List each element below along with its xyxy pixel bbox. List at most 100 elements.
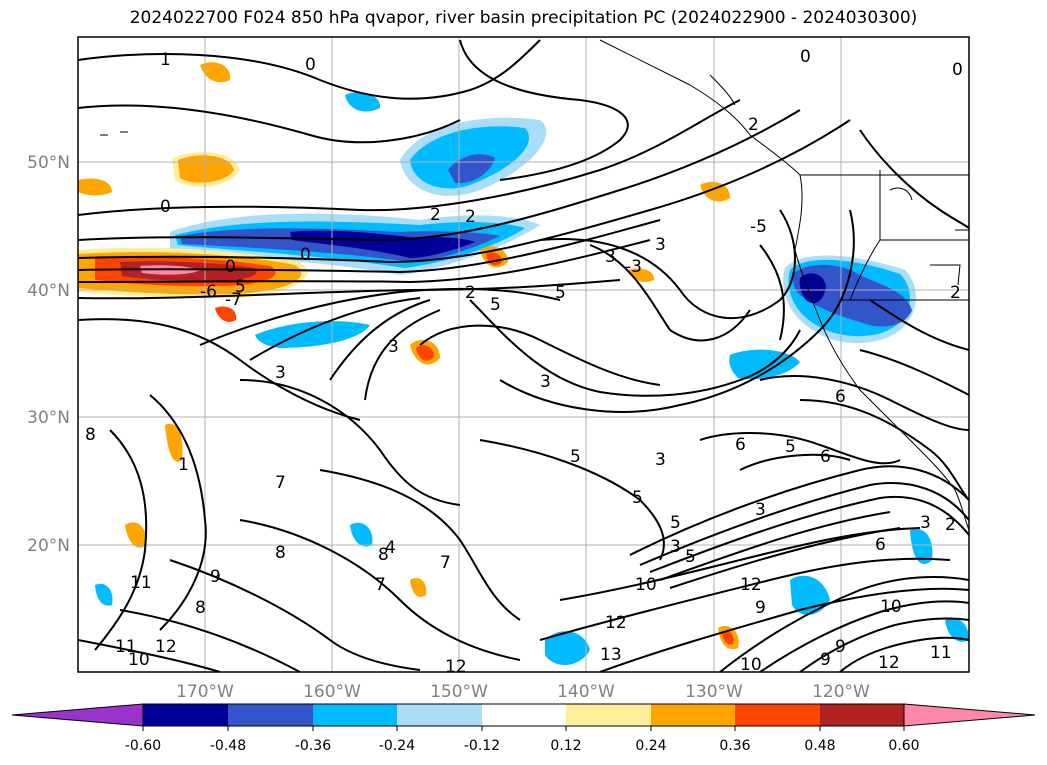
contour-label: 5 <box>235 277 246 297</box>
colorbar-outline <box>142 703 905 727</box>
lon-label: 140°W <box>557 682 615 702</box>
shade-orange-blob11 <box>215 306 237 322</box>
shade-navy-coast <box>799 273 826 304</box>
shade-cyan-low4 <box>945 618 969 642</box>
colorbar-tick-label: -0.60 <box>125 738 161 754</box>
contour-label: 5 <box>685 547 696 567</box>
shade-orange-blob6 <box>78 178 112 196</box>
contour-label: 5 <box>490 295 501 315</box>
colorbar-bin <box>820 704 904 726</box>
contour-label: 9 <box>820 650 831 670</box>
lat-label: 20°N <box>27 536 70 556</box>
colorbar-bin <box>482 704 566 726</box>
contour-label: 0 <box>305 55 316 75</box>
contour-label: 4 <box>385 538 396 558</box>
shade-cyan-low6 <box>95 583 113 606</box>
contour-label: 11 <box>130 573 152 593</box>
colorbar-tick-label: -0.12 <box>464 738 500 754</box>
colorbar-bin <box>228 704 313 726</box>
shade-red-blob4 <box>416 345 434 361</box>
contour-label: 0 <box>952 60 963 80</box>
contour-label: 13 <box>600 645 622 665</box>
contour-label: 3 <box>275 363 286 383</box>
contour-label: 3 <box>655 235 666 255</box>
contour-label: 6 <box>820 447 831 467</box>
colorbar-tick-label: 0.36 <box>719 738 750 754</box>
contour-label: 6 <box>875 535 886 555</box>
colorbar-ticks <box>142 726 905 731</box>
colorbar-tick-label: 0.48 <box>804 738 835 754</box>
shade-red-blob10 <box>722 630 734 645</box>
shade-orange-blob2 <box>200 62 231 83</box>
colorbar-tick-label: 0.24 <box>635 738 666 754</box>
contour-label: 9 <box>210 567 221 587</box>
colorbar-extend-low <box>11 703 144 727</box>
colorbar-tick-label: 0.12 <box>550 738 581 754</box>
contour-label: 11 <box>930 643 952 663</box>
shade-cyan-low5 <box>350 522 373 547</box>
contour-label: 7 <box>275 473 286 493</box>
contour-label: 0 <box>800 47 811 67</box>
contour-label: 2 <box>945 515 956 535</box>
contour-label: -5 <box>750 217 767 237</box>
contour-label: 9 <box>755 598 766 618</box>
contour-label: 11 <box>115 637 137 657</box>
shade-orange-blob8 <box>125 522 147 548</box>
latitude-labels: 50°N 40°N 30°N 20°N <box>27 153 70 556</box>
colorbar-bin <box>313 704 397 726</box>
map-panel: 1 0 0 2 0 0 2 0 -6 5 -7 0 2 5 3 -3 5 3 -… <box>78 37 969 677</box>
shade-cyan-35n-east <box>729 349 800 380</box>
lat-label: 30°N <box>27 408 70 428</box>
shade-orange-blob7 <box>165 423 183 462</box>
lon-label: 170°W <box>176 682 234 702</box>
contour-label: 5 <box>632 488 643 508</box>
shade-cyan-low3 <box>910 528 933 565</box>
contour-label: 3 <box>388 337 399 357</box>
contour-label: 10 <box>880 597 902 617</box>
shade-cyan-small1 <box>345 92 381 112</box>
contour-label: 0 <box>300 245 311 265</box>
contour-label: 12 <box>445 657 467 677</box>
contour-label: 3 <box>670 537 681 557</box>
map-title: 2024022700 F024 850 hPa qvapor, river ba… <box>129 8 918 28</box>
contour-label: 0 <box>225 257 236 277</box>
contour-label: 6 <box>835 387 846 407</box>
contour-label: 5 <box>785 437 796 457</box>
colorbar-bin <box>566 704 651 726</box>
contour-label: 8 <box>85 425 96 445</box>
colorbar-tick-label: 0.60 <box>888 738 919 754</box>
contour-label: 5 <box>555 283 566 303</box>
colorbar-tick-label: -0.48 <box>210 738 246 754</box>
colorbar-bin <box>143 704 228 726</box>
colorbar-tick-label: -0.36 <box>295 738 331 754</box>
contour-label: 12 <box>740 575 762 595</box>
contour-label: -6 <box>200 282 217 302</box>
contour-label: 8 <box>275 543 286 563</box>
contour-label: 3 <box>540 372 551 392</box>
contour-label: 12 <box>605 613 627 633</box>
contour-label: 7 <box>375 575 386 595</box>
lon-label: 130°W <box>685 682 743 702</box>
contour-label: 9 <box>835 637 846 657</box>
longitude-labels: 170°W 160°W 150°W 140°W 130°W 120°W <box>176 682 870 702</box>
contour-label: -7 <box>225 290 242 310</box>
contour-label: 10 <box>635 575 657 595</box>
contour-label: 5 <box>670 513 681 533</box>
contour-layer <box>78 39 969 672</box>
coastline-layer <box>100 39 969 531</box>
graticule <box>78 37 969 672</box>
contour-label: 3 <box>605 247 616 267</box>
map-frame <box>77 36 970 673</box>
contour-label: 1 <box>160 50 171 70</box>
lat-label: 50°N <box>27 153 70 173</box>
shade-orange-blob9 <box>410 578 427 597</box>
contour-label: 1 <box>178 455 189 475</box>
lon-label: 160°W <box>303 682 361 702</box>
contour-label: 3 <box>755 500 766 520</box>
contour-label: 12 <box>155 637 177 657</box>
colorbar-bin <box>397 704 482 726</box>
contour-label: 3 <box>655 450 666 470</box>
lon-label: 120°W <box>812 682 870 702</box>
contour-label: 2 <box>465 283 476 303</box>
